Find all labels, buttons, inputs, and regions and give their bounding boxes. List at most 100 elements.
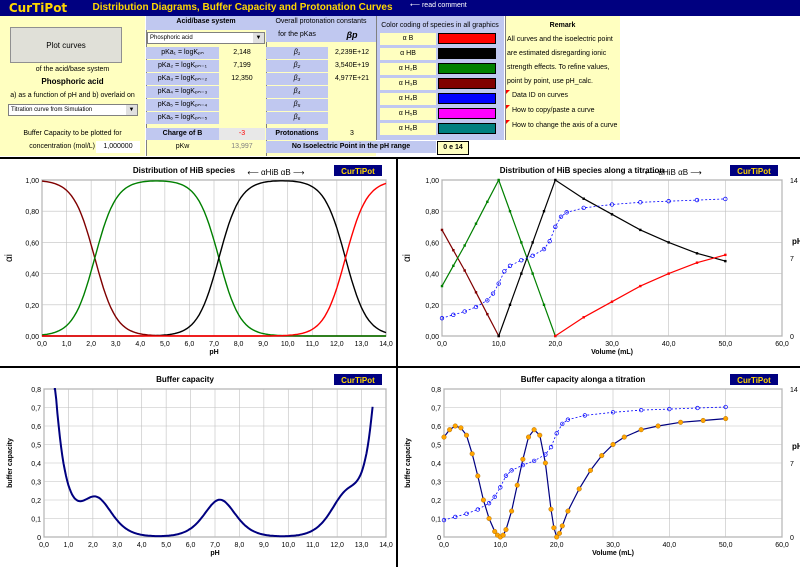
ph-point — [520, 462, 526, 468]
x-tick-label: 4,0 — [137, 542, 147, 549]
data-point — [440, 228, 444, 232]
y-tick-label: 0,80 — [25, 209, 39, 216]
chevron-down-icon[interactable]: ▼ — [253, 33, 264, 43]
species-distribution-chart[interactable]: Distribution of HiB species CurTiPot0,000… — [0, 160, 396, 366]
color-label: α HB — [380, 48, 436, 60]
concentration-input[interactable]: 1,000000 — [96, 141, 140, 153]
x-tick-label: 10,0 — [281, 542, 295, 549]
chart-title: Buffer capacity — [156, 375, 214, 384]
pka-input[interactable]: 12,350 — [219, 73, 265, 85]
color-label: α H₅B — [380, 108, 436, 120]
ph-point — [558, 214, 564, 219]
y-tick-label: 0,6 — [31, 424, 41, 431]
data-point — [531, 241, 534, 244]
ph-point — [667, 406, 672, 412]
beta-label: β₃ — [266, 73, 328, 85]
species-color-swatch[interactable] — [438, 108, 496, 119]
concentration-label: concentration (mol/L) — [29, 143, 95, 150]
titration-source-value: Titration curve from Simulation — [11, 107, 93, 113]
remark-link[interactable]: How to copy/paste a curve — [512, 107, 595, 114]
charge-label: Charge of B — [146, 128, 219, 140]
species-color-swatch[interactable] — [438, 33, 496, 44]
species-color-swatch[interactable] — [438, 78, 496, 89]
x-tick-label: 60,0 — [775, 542, 789, 549]
ph-point — [490, 291, 496, 296]
remark-link[interactable]: Data ID on curves — [512, 92, 569, 99]
data-point — [469, 451, 475, 457]
x-tick-label: 10,0 — [492, 341, 506, 348]
ph-point — [496, 281, 501, 286]
data-point — [565, 508, 571, 514]
data-point — [554, 178, 557, 182]
acid-select[interactable]: Phosphoric acid ▼ — [147, 32, 265, 44]
y-tick-label: 0 — [437, 535, 441, 542]
species-color-swatch[interactable] — [438, 48, 496, 59]
x-tick-label: 1,0 — [64, 542, 74, 549]
ph-point — [486, 501, 492, 506]
x-tick-label: 3,0 — [112, 542, 122, 549]
remark-line: point by point, use pH_calc. — [507, 78, 593, 85]
curtipot-badge — [730, 165, 778, 176]
data-point — [525, 434, 531, 440]
data-point — [667, 272, 670, 275]
comment-marker-icon — [506, 90, 510, 94]
data-point — [508, 210, 512, 213]
data-point — [463, 244, 466, 247]
page-title: Distribution Diagrams, Buffer Capacity a… — [92, 2, 393, 13]
y-tick-label: 0,4 — [431, 461, 441, 468]
x-tick-label: 8,0 — [234, 341, 244, 348]
data-point — [678, 419, 684, 425]
data-point — [695, 261, 699, 264]
x-tick-label: 9,0 — [258, 341, 268, 348]
divider — [396, 159, 398, 567]
y-tick-label: 0,2 — [431, 498, 441, 505]
titration-distribution-chart[interactable]: Distribution of HiB species along a titr… — [398, 160, 800, 366]
x-tick-label: 6,0 — [185, 341, 195, 348]
remark-link[interactable]: How to change the axis of a curve — [512, 122, 618, 129]
data-point — [610, 441, 616, 447]
acid-name-label: Phosphoric acid — [41, 77, 104, 86]
ph-point — [553, 224, 558, 229]
acid-select-value: Phosphoric acid — [150, 35, 193, 41]
x-tick-label: 60,0 — [775, 341, 789, 348]
x-tick-label: 0,0 — [439, 542, 449, 549]
data-point — [582, 197, 585, 200]
x-tick-label: 9,0 — [259, 542, 269, 549]
x-tick-label: 50,0 — [719, 542, 733, 549]
x-tick-label: 30,0 — [606, 542, 620, 549]
x-tick-label: 0,0 — [437, 341, 447, 348]
species-color-swatch[interactable] — [438, 93, 496, 104]
x-tick-label: 7,0 — [210, 542, 220, 549]
y-tick-label: 0,1 — [31, 517, 41, 524]
charge-value[interactable]: -3 — [219, 128, 265, 140]
buffer-capacity-chart[interactable]: Buffer capacity CurTiPot 0 0,1 0,2 0,3 0,4 0,5 0… — [0, 369, 396, 567]
y-tick-label: 0,60 — [425, 240, 439, 247]
data-point — [486, 312, 489, 316]
y-axis-label: αi — [4, 254, 15, 262]
data-point — [447, 427, 453, 433]
pka-input[interactable]: 7,199 — [219, 60, 265, 72]
ph-point — [582, 413, 587, 418]
titration-source-select[interactable]: Titration curve from Simulation ▼ — [8, 104, 138, 116]
ph-point — [609, 202, 615, 207]
titration-buffer-chart[interactable]: Buffer capacity alonga a titration CurTiP… — [398, 369, 800, 567]
pka-input[interactable]: 2,148 — [219, 47, 265, 59]
y-tick-label: 0,60 — [25, 240, 39, 247]
x-tick-label: 5,0 — [161, 542, 171, 549]
data-point — [587, 467, 593, 473]
data-point — [531, 272, 534, 275]
species-color-swatch[interactable] — [438, 123, 496, 134]
data-point — [639, 228, 642, 232]
pka-label: pKa₂ = logKₚₙ₋₁ — [146, 60, 219, 72]
alpha-annotation: ⟵ αHiB αB ⟶ — [247, 168, 305, 177]
y-tick-label: 0,40 — [25, 272, 39, 279]
species-color-swatch[interactable] — [438, 63, 496, 74]
data-point — [537, 432, 543, 438]
x-tick-label: 40,0 — [663, 542, 677, 549]
data-point — [639, 284, 642, 288]
chevron-down-icon[interactable]: ▼ — [126, 105, 137, 115]
data-point — [474, 222, 478, 225]
data-point — [452, 423, 458, 429]
plot-curves-button[interactable]: Plot curves — [10, 27, 122, 63]
data-point — [520, 241, 523, 244]
